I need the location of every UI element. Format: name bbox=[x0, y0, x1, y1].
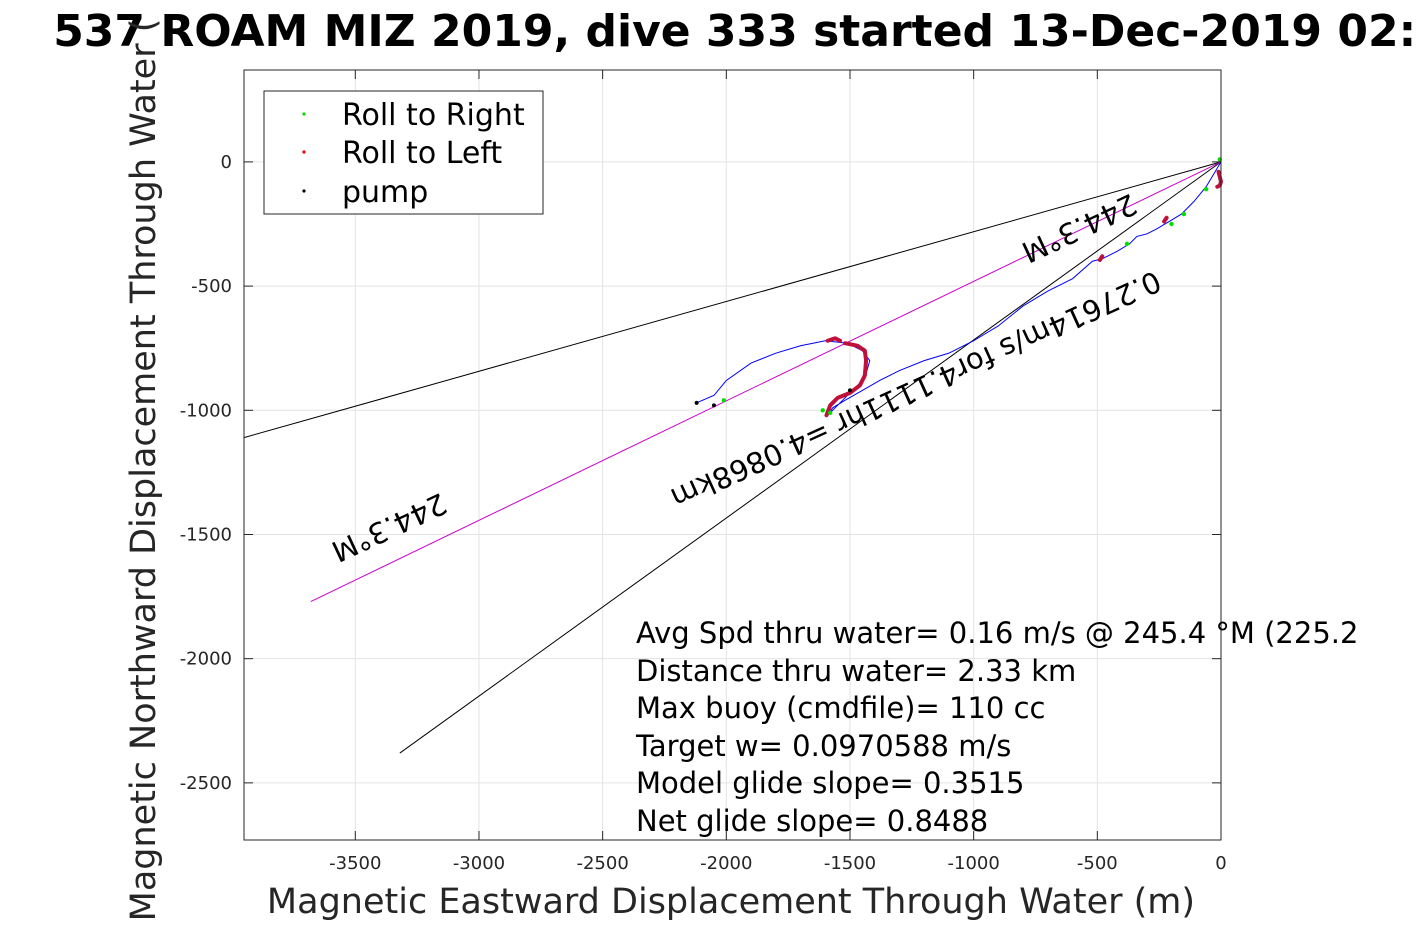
legend-marker-roll-right bbox=[302, 112, 306, 116]
pump-point bbox=[694, 400, 699, 405]
x-tick-label: -2500 bbox=[576, 853, 628, 874]
reference-line bbox=[243, 161, 1222, 439]
x-tick-label: -3500 bbox=[329, 853, 381, 874]
x-tick-label: -1000 bbox=[948, 853, 1000, 874]
legend-label-pump: pump bbox=[342, 175, 428, 210]
annotation-target-w: Target w= 0.0970588 m/s bbox=[635, 729, 1011, 763]
annotation-net-glide: Net glide slope= 0.8488 bbox=[636, 804, 988, 838]
roll-right-point bbox=[721, 398, 727, 403]
annotations: Avg Spd thru water= 0.16 m/s @ 245.4 °M … bbox=[635, 616, 1358, 838]
annotation-avg-speed: Avg Spd thru water= 0.16 m/s @ 245.4 °M … bbox=[636, 616, 1358, 650]
y-tick-label: -1000 bbox=[180, 400, 232, 421]
legend-label-roll-left: Roll to Left bbox=[342, 136, 502, 171]
y-axis-label: Magnetic Northward Displacement Through … bbox=[124, 19, 164, 922]
legend-label-roll-right: Roll to Right bbox=[342, 98, 525, 133]
roll-left-segment bbox=[1097, 254, 1105, 263]
legend-marker-pump bbox=[302, 189, 306, 193]
axes-box bbox=[243, 69, 1222, 841]
y-tick-label: -500 bbox=[191, 276, 232, 297]
annotation-distance: Distance thru water= 2.33 km bbox=[636, 654, 1076, 688]
roll-right-point bbox=[1124, 241, 1130, 247]
x-axis-label: Magnetic Eastward Displacement Through W… bbox=[267, 882, 1195, 922]
roll-left-segment bbox=[825, 336, 843, 343]
x-tick-label: -3000 bbox=[453, 853, 505, 874]
x-tick-label: -2000 bbox=[700, 853, 752, 874]
roll-right-point bbox=[1181, 211, 1187, 217]
roll-left-segment bbox=[824, 341, 869, 418]
roll-left-segment bbox=[1162, 215, 1169, 224]
reference-line bbox=[399, 161, 1222, 754]
chart-title: 537 ROAM MIZ 2019, dive 333 started 13-D… bbox=[53, 6, 1417, 57]
legend: Roll to Right Roll to Left pump bbox=[263, 90, 544, 215]
pump-point bbox=[847, 388, 852, 393]
legend-box bbox=[263, 90, 544, 215]
y-tick-label: -2500 bbox=[180, 773, 232, 794]
annotation-max-buoy: Max buoy (cmdfile)= 110 cc bbox=[636, 691, 1045, 725]
ticks: -3500 -3000 -2500 -2000 -1500 -1000 -500 0 0 -500… bbox=[180, 70, 1227, 874]
legend-marker-roll-left bbox=[302, 150, 306, 154]
roll-right-point bbox=[1169, 221, 1174, 227]
annotation-model-glide: Model glide slope= 0.3515 bbox=[636, 766, 1024, 800]
y-tick-label: -2000 bbox=[180, 649, 232, 670]
roll-right-point bbox=[828, 410, 833, 415]
x-tick-label: -1500 bbox=[824, 853, 876, 874]
y-tick-label: 0 bbox=[221, 152, 232, 173]
reference-lines bbox=[243, 161, 1222, 754]
roll-right-point bbox=[820, 408, 825, 413]
reference-line bbox=[310, 161, 1222, 602]
x-tick-label: 0 bbox=[1215, 853, 1226, 874]
roll-right-point bbox=[1203, 187, 1209, 192]
x-tick-label: -500 bbox=[1077, 853, 1118, 874]
pump-point bbox=[711, 403, 716, 408]
y-tick-label: -1500 bbox=[180, 524, 232, 545]
